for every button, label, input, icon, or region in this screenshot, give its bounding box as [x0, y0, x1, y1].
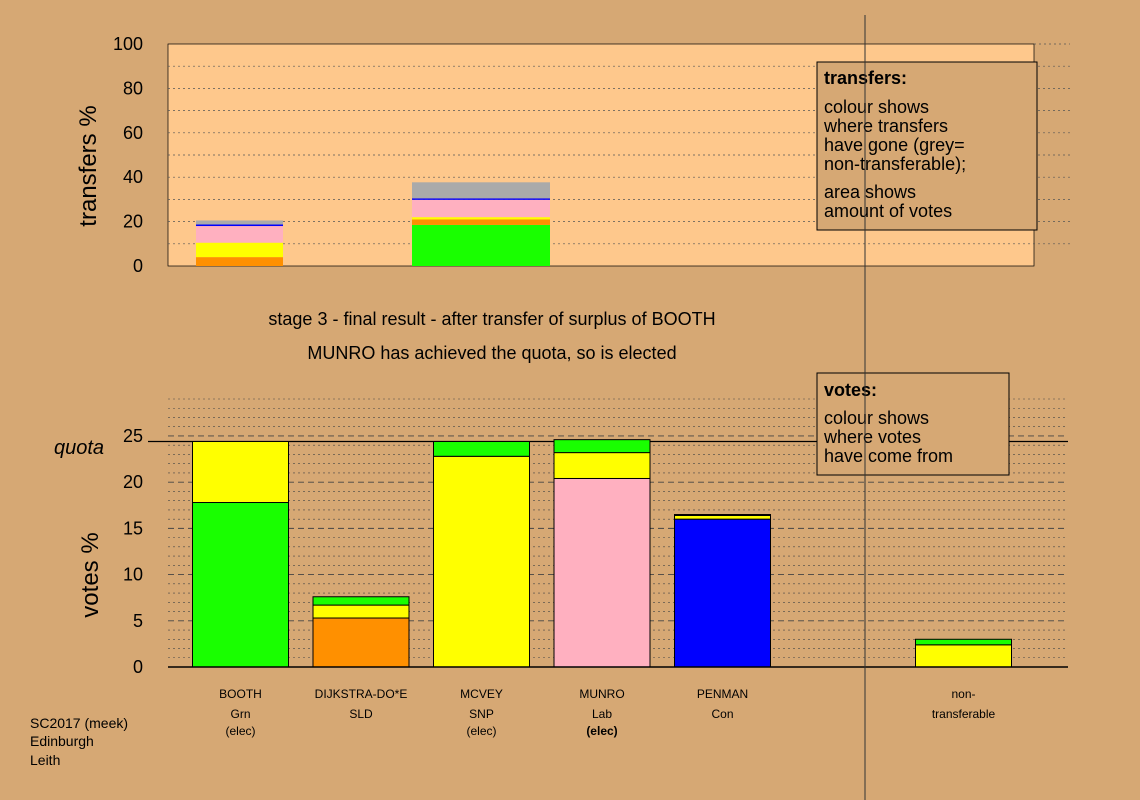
transfer-segment-nontransferable [196, 220, 283, 225]
stage-result: MUNRO has achieved the quota, so is elec… [307, 343, 676, 363]
y-tick-label: 20 [123, 212, 143, 232]
y-tick-label: 60 [123, 123, 143, 143]
vote-segment-snp [433, 455, 530, 668]
vote-segment-grn [433, 441, 530, 457]
transfers-legend-title: transfers: [824, 68, 907, 88]
y-tick-label: 10 [123, 565, 143, 585]
candidate-party: Con [711, 707, 733, 721]
transfers-legend: transfers: colour shows where transfers … [816, 61, 1038, 231]
vote-segment-snp [192, 441, 289, 504]
transfers-y-axis-label: transfers % [75, 105, 102, 226]
vote-segment-snp [915, 644, 1012, 668]
transfers-legend-box [816, 61, 1038, 231]
transfers-bars [196, 182, 550, 266]
vote-segment-grn [915, 638, 1012, 646]
vote-segment-snp [553, 452, 651, 479]
transfer-segment-nontransferable [412, 182, 550, 199]
y-tick-label: 100 [113, 34, 143, 54]
votes-legend-line: where votes [823, 427, 921, 447]
vote-segment-lab [553, 477, 651, 668]
votes-legend-title: votes: [824, 380, 877, 400]
vote-segment-snp [674, 514, 771, 520]
transfers-legend-line: have gone (grey= [824, 135, 965, 155]
candidate-party: Grn [230, 707, 250, 721]
transfer-segment-con [412, 198, 550, 200]
y-tick-label: 15 [123, 518, 143, 538]
votes-legend-line: colour shows [824, 408, 929, 428]
transfers-legend-line: colour shows [824, 97, 929, 117]
transfers-legend-line: where transfers [823, 116, 948, 136]
transfer-segment-sld [412, 219, 550, 225]
candidate-name: MCVEY [460, 687, 503, 701]
quota-label: quota [54, 437, 104, 459]
transfer-segment-sld [196, 257, 283, 266]
candidate-status: (elec) [225, 724, 255, 738]
transfer-segment-snp [412, 217, 550, 220]
vote-segment-grn [312, 596, 410, 606]
y-tick-label: 25 [123, 426, 143, 446]
transfer-segment-snp [196, 242, 283, 258]
transfer-segment-con [196, 224, 283, 227]
votes-legend-box [816, 372, 1010, 476]
footer-council: Edinburgh [30, 733, 94, 749]
footer-ward: Leith [30, 752, 60, 768]
candidate-labels: BOOTH Grn (elec) DIJKSTRA-DO*E SLD MCVEY SNP (e… [219, 687, 995, 738]
footer-election: SC2017 (meek) [30, 715, 128, 731]
candidate-name: PENMAN [697, 687, 748, 701]
candidate-party: transferable [932, 707, 996, 721]
transfer-segment-lab [196, 226, 283, 243]
vote-segment-con [674, 518, 771, 668]
y-tick-label: 0 [133, 657, 143, 677]
candidate-name: MUNRO [579, 687, 624, 701]
candidate-name: non- [951, 687, 975, 701]
votes-legend: votes: colour shows where votes have com… [816, 372, 1010, 476]
candidate-name: DIJKSTRA-DO*E [315, 687, 408, 701]
candidate-party: Lab [592, 707, 612, 721]
y-tick-label: 80 [123, 78, 143, 98]
transfers-legend-line: area shows [824, 182, 916, 202]
vote-segment-grn [192, 502, 289, 668]
vote-segment-snp [312, 604, 410, 619]
candidate-party: SLD [349, 707, 373, 721]
votes-bars [192, 439, 1012, 668]
transfers-legend-line: non-transferable); [824, 154, 966, 174]
votes-legend-line: have come from [824, 446, 953, 466]
vote-segment-grn [553, 439, 651, 454]
y-tick-label: 5 [133, 611, 143, 631]
vote-segment-sld [312, 617, 410, 668]
vote-segment-grn [674, 514, 771, 516]
candidate-status: (elec) [586, 724, 617, 738]
transfers-y-ticks: 0 20 40 60 80 100 [113, 34, 143, 276]
transfer-segment-grn [412, 224, 550, 266]
votes-y-ticks: 0 5 10 15 20 25 [123, 426, 143, 677]
stage-description: stage 3 - final result - after transfer … [268, 309, 715, 329]
candidate-party: SNP [469, 707, 494, 721]
votes-y-axis-label: votes % [77, 532, 104, 617]
votes-panel: 0 5 10 15 20 25 votes % quota BOOTH Grn (elec) D… [54, 398, 1068, 738]
transfer-segment-lab [412, 199, 550, 218]
transfers-legend-line: amount of votes [824, 201, 952, 221]
candidate-status: (elec) [466, 724, 496, 738]
y-tick-label: 0 [133, 256, 143, 276]
y-tick-label: 40 [123, 167, 143, 187]
y-tick-label: 20 [123, 472, 143, 492]
candidate-name: BOOTH [219, 687, 262, 701]
